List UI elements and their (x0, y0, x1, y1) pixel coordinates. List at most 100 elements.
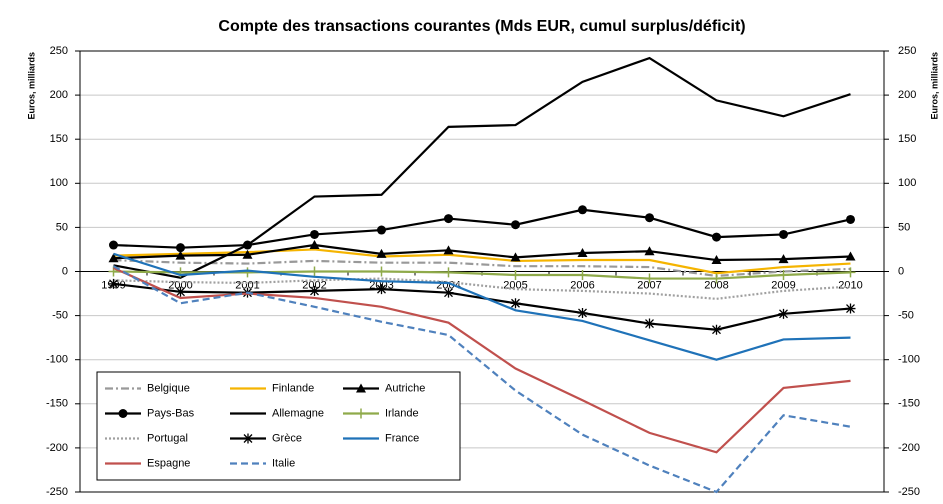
legend-label: Grèce (272, 432, 302, 444)
marker (242, 267, 253, 278)
legend-label: France (385, 432, 419, 444)
marker (712, 232, 721, 242)
y2-tick-label: 150 (898, 133, 916, 145)
marker (376, 284, 387, 295)
y-tick-label: 0 (62, 265, 68, 277)
series-line (113, 56, 851, 279)
marker (577, 307, 588, 318)
y2-tick-label: -50 (898, 310, 914, 322)
marker (845, 251, 856, 261)
x-tick-label: 2010 (838, 279, 862, 291)
y2-tick-label: -100 (898, 354, 920, 366)
y-tick-label: 100 (50, 177, 68, 189)
marker (309, 266, 320, 277)
y2-tick-label: 250 (898, 45, 916, 57)
legend-label: Autriche (385, 382, 425, 394)
marker (778, 308, 789, 319)
marker (846, 214, 855, 224)
marker (644, 246, 655, 256)
series-line (113, 252, 851, 361)
marker (711, 324, 722, 335)
marker (779, 229, 788, 239)
y2-tick-label: -150 (898, 398, 920, 410)
marker (845, 267, 856, 278)
y2-tick-label: 200 (898, 89, 916, 101)
marker (376, 266, 387, 277)
marker (511, 220, 520, 230)
marker (778, 254, 789, 264)
marker (443, 245, 454, 255)
legend-label: Finlande (272, 382, 314, 394)
y2-tick-label: 100 (898, 177, 916, 189)
marker (578, 205, 587, 215)
marker (443, 267, 454, 278)
chart-title: Compte des transactions courantes (Mds E… (218, 18, 745, 35)
marker (175, 250, 186, 260)
legend: Belgique Finlande Autriche Pays-Bas Allemagn… (96, 371, 461, 481)
y-tick-label: -200 (46, 442, 68, 454)
marker (309, 285, 320, 296)
y-tick-label: 250 (50, 45, 68, 57)
legend-label: Italie (272, 457, 295, 469)
series-line (112, 265, 851, 494)
marker (444, 214, 453, 224)
marker (644, 273, 655, 284)
marker (645, 213, 654, 223)
marker (711, 273, 722, 284)
marker (356, 383, 366, 393)
y-tick-label: -100 (46, 354, 68, 366)
marker (309, 240, 320, 250)
marker (243, 433, 253, 444)
marker (644, 318, 655, 329)
y2-axis-label: Euros, milliards (929, 52, 939, 120)
y2-tick-label: 50 (898, 221, 910, 233)
marker (376, 248, 387, 258)
marker (108, 278, 119, 289)
marker (108, 253, 119, 263)
marker (845, 303, 856, 314)
y-tick-label: 50 (56, 221, 68, 233)
x-tick-label: 2002 (302, 279, 326, 291)
marker (510, 252, 521, 262)
marker (510, 298, 521, 309)
legend-box (96, 371, 461, 481)
legend-label: Irlande (385, 407, 419, 419)
y-tick-label: 200 (50, 89, 68, 101)
marker (310, 229, 319, 239)
marker (711, 255, 722, 265)
marker (443, 287, 454, 298)
series-line (113, 277, 851, 300)
y-tick-label: -50 (52, 310, 68, 322)
marker (118, 409, 128, 418)
marker (778, 270, 789, 281)
y-axis-label: Euros, milliards (26, 52, 36, 120)
marker (377, 225, 386, 235)
marker (356, 408, 366, 419)
x-tick-label: 2008 (704, 279, 728, 291)
y-tick-label: -150 (46, 398, 68, 410)
series-line (113, 243, 851, 262)
legend-label: Allemagne (272, 407, 324, 419)
marker (242, 249, 253, 259)
y2-tick-label: 0 (898, 265, 904, 277)
x-tick-label: 2005 (503, 279, 527, 291)
marker (176, 243, 185, 253)
x-tick-label: 2009 (771, 279, 795, 291)
marker (175, 286, 186, 297)
y-tick-label: -250 (46, 486, 68, 498)
x-tick-label: 2006 (570, 279, 594, 291)
y2-tick-label: -200 (898, 442, 920, 454)
legend-label: Belgique (147, 382, 190, 394)
marker (510, 270, 521, 281)
legend-label: Espagne (147, 457, 190, 469)
y2-tick-label: -250 (898, 486, 920, 498)
legend-label: Portugal (147, 432, 188, 444)
series-line (113, 258, 851, 278)
x-tick-label: 2007 (637, 279, 661, 291)
marker (577, 247, 588, 257)
legend-label: Pays-Bas (147, 407, 195, 419)
y-tick-label: 150 (50, 133, 68, 145)
series-line (113, 248, 851, 275)
